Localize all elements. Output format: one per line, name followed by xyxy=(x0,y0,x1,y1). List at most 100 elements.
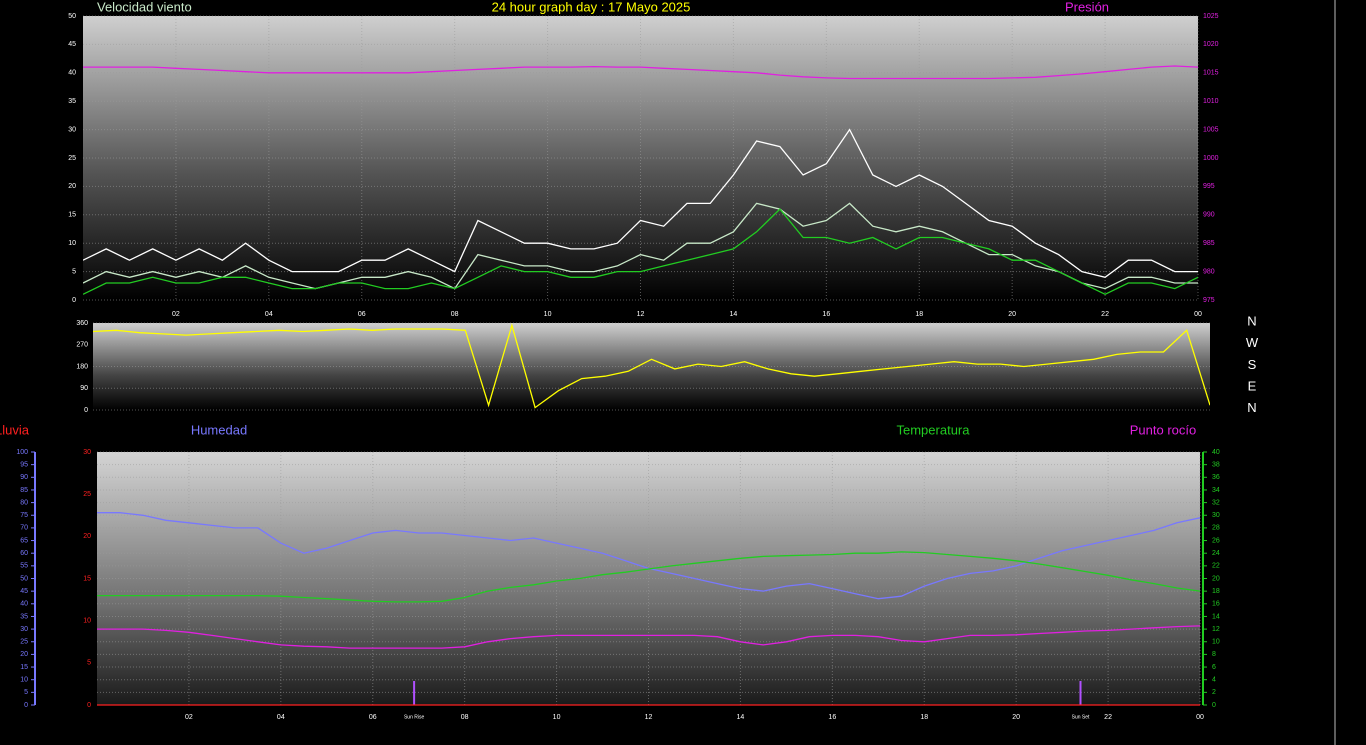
y2-tick-label: 38 xyxy=(1212,461,1220,468)
x-tick-label: 06 xyxy=(369,714,377,721)
series-label: Humedad xyxy=(191,422,247,437)
y3-tick-label: 15 xyxy=(83,575,91,582)
y2-tick-label: 32 xyxy=(1212,499,1220,506)
y-tick-label: 80 xyxy=(20,499,28,506)
x-tick-label: 12 xyxy=(645,714,653,721)
direction-label: N xyxy=(1247,313,1256,328)
y2-tick-label: 2 xyxy=(1212,689,1216,696)
x-tick-label: 14 xyxy=(737,714,745,721)
series-line xyxy=(93,323,1210,409)
x-tick-label: 02 xyxy=(185,714,193,721)
x-tick-label: 10 xyxy=(553,714,561,721)
y-tick-label: 90 xyxy=(80,385,88,392)
y2-tick-label: 20 xyxy=(1212,575,1220,582)
y-tick-label: 70 xyxy=(20,525,28,532)
y2-tick-label: 22 xyxy=(1212,563,1220,570)
y-tick-label: 85 xyxy=(20,487,28,494)
y-tick-label: 20 xyxy=(68,183,76,190)
y-tick-label: 35 xyxy=(20,613,28,620)
y-tick-label: 0 xyxy=(84,407,88,414)
series-line xyxy=(83,202,1198,290)
y-tick-label: 10 xyxy=(20,677,28,684)
y2-tick-label: 28 xyxy=(1212,525,1220,532)
y-tick-label: 5 xyxy=(24,689,28,696)
series-line xyxy=(97,625,1200,649)
y-tick-label: 90 xyxy=(20,474,28,481)
y2-tick-label: 1005 xyxy=(1203,126,1219,133)
annotation-label: Sun Rise xyxy=(404,714,425,720)
y2-tick-label: 995 xyxy=(1203,183,1215,190)
y2-tick-label: 10 xyxy=(1212,639,1220,646)
y2-tick-label: 40 xyxy=(1212,449,1220,456)
x-tick-label: 16 xyxy=(822,311,830,318)
y-tick-label: 5 xyxy=(72,268,76,275)
direction-label: W xyxy=(1246,335,1259,350)
x-tick-label: 10 xyxy=(544,311,552,318)
y2-tick-label: 14 xyxy=(1212,613,1220,620)
y-tick-label: 65 xyxy=(20,537,28,544)
series-label: Presión xyxy=(1065,0,1109,14)
y-tick-label: 100 xyxy=(16,449,28,456)
series-label: Punto rocío xyxy=(1130,422,1197,437)
y-tick-label: 40 xyxy=(20,601,28,608)
y-tick-label: 40 xyxy=(68,70,76,77)
y-tick-label: 95 xyxy=(20,461,28,468)
y2-tick-label: 975 xyxy=(1203,297,1215,304)
series-label: Temperatura xyxy=(897,422,971,437)
x-tick-label: 22 xyxy=(1101,311,1109,318)
x-tick-label: 20 xyxy=(1012,714,1020,721)
y3-tick-label: 25 xyxy=(83,491,91,498)
y-tick-label: 55 xyxy=(20,563,28,570)
y-tick-label: 10 xyxy=(68,240,76,247)
y2-tick-label: 980 xyxy=(1203,268,1215,275)
y3-tick-label: 5 xyxy=(87,660,91,667)
y2-tick-label: 24 xyxy=(1212,550,1220,557)
y-tick-label: 15 xyxy=(20,664,28,671)
series-line xyxy=(97,551,1200,603)
x-tick-label: 00 xyxy=(1196,714,1204,721)
y-tick-label: 50 xyxy=(20,575,28,582)
chart-title: 24 hour graph day : 17 Mayo 2025 xyxy=(492,0,691,14)
y2-tick-label: 0 xyxy=(1212,702,1216,709)
x-tick-label: 06 xyxy=(358,311,366,318)
y-tick-label: 0 xyxy=(24,702,28,709)
x-tick-label: 02 xyxy=(172,311,180,318)
series-label: Lluvia xyxy=(0,422,30,437)
y-tick-label: 25 xyxy=(20,639,28,646)
y-tick-label: 20 xyxy=(20,651,28,658)
y2-tick-label: 26 xyxy=(1212,537,1220,544)
y-tick-label: 35 xyxy=(68,98,76,105)
y3-tick-label: 10 xyxy=(83,618,91,625)
y2-tick-label: 36 xyxy=(1212,474,1220,481)
y-tick-label: 30 xyxy=(20,626,28,633)
y-tick-label: 270 xyxy=(76,342,88,349)
y2-tick-label: 985 xyxy=(1203,240,1215,247)
y2-tick-label: 1025 xyxy=(1203,13,1219,20)
direction-label: E xyxy=(1248,379,1257,394)
series-line xyxy=(83,128,1198,279)
x-tick-label: 16 xyxy=(828,714,836,721)
y-tick-label: 45 xyxy=(20,588,28,595)
y2-tick-label: 1015 xyxy=(1203,70,1219,77)
y2-tick-label: 8 xyxy=(1212,651,1216,658)
y3-tick-label: 20 xyxy=(83,533,91,540)
y-tick-label: 75 xyxy=(20,512,28,519)
y-tick-label: 0 xyxy=(72,297,76,304)
x-tick-label: 18 xyxy=(915,311,923,318)
x-tick-label: 00 xyxy=(1194,311,1202,318)
x-tick-label: 14 xyxy=(730,311,738,318)
series-line xyxy=(83,65,1198,80)
x-tick-label: 08 xyxy=(451,311,459,318)
y-tick-label: 25 xyxy=(68,155,76,162)
series-line xyxy=(83,208,1198,296)
y2-tick-label: 6 xyxy=(1212,664,1216,671)
y-tick-label: 30 xyxy=(68,126,76,133)
y-tick-label: 15 xyxy=(68,212,76,219)
direction-label: S xyxy=(1248,357,1257,372)
x-tick-label: 04 xyxy=(277,714,285,721)
annotation-label: Sun Set xyxy=(1072,714,1090,720)
y3-tick-label: 30 xyxy=(83,449,91,456)
y2-tick-label: 34 xyxy=(1212,487,1220,494)
y2-tick-label: 4 xyxy=(1212,677,1216,684)
